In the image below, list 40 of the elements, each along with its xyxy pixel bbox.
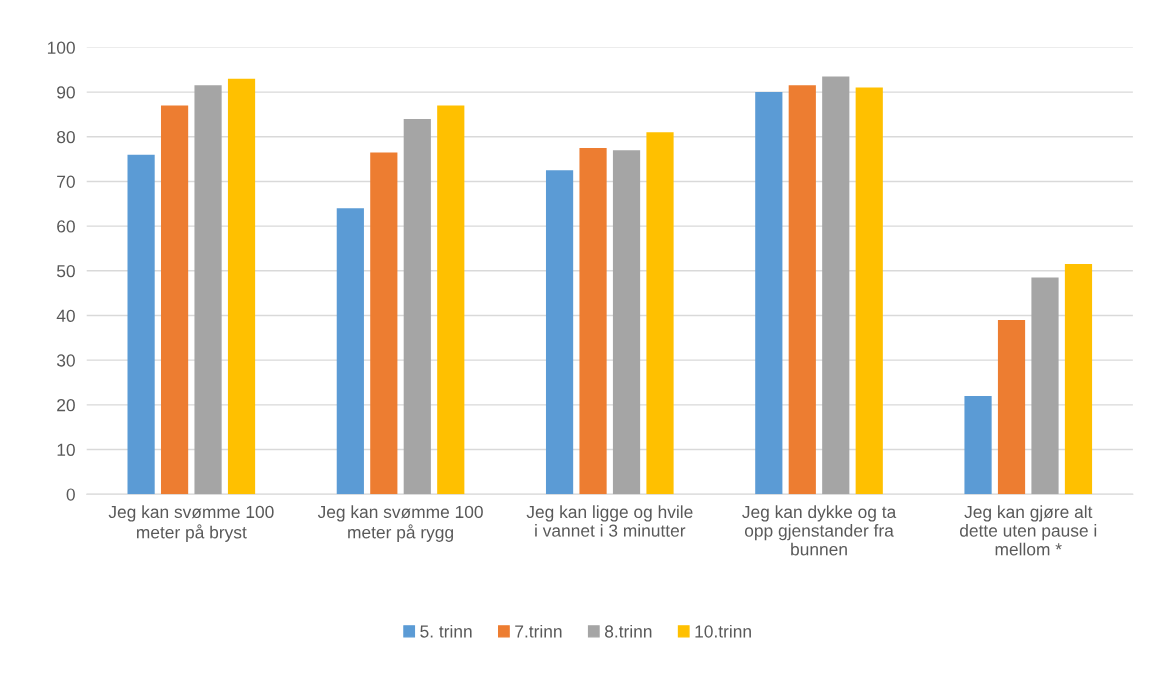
y-tick-label: 100 <box>47 41 75 54</box>
bar <box>227 78 256 495</box>
legend-label: 5. trinn <box>420 624 472 638</box>
x-tick-label: Jeg kan gjøre alt dette uten pause i mellom * <box>959 505 1097 556</box>
bar <box>545 170 574 495</box>
bar <box>127 154 155 495</box>
bar <box>1031 277 1059 495</box>
y-tick-label: 70 <box>57 175 75 188</box>
bar <box>612 150 641 495</box>
legend-label: 8.trinn <box>604 624 652 638</box>
x-tick-label: Jeg kan svømme 100 meter på rygg <box>317 505 483 542</box>
bar <box>1064 264 1093 495</box>
bar <box>579 147 607 495</box>
legend-label: 10.trinn <box>695 624 751 638</box>
bar <box>336 208 364 495</box>
y-tick-label: 50 <box>56 264 75 278</box>
bar <box>437 105 465 495</box>
y-tick-label: 0 <box>66 488 75 501</box>
bar <box>370 152 398 495</box>
y-tick-label: 90 <box>57 86 75 99</box>
x-tick-label: Jeg kan dykke og ta opp gjenstander fra bunnen <box>742 505 897 556</box>
bar <box>160 105 189 495</box>
y-tick-label: 80 <box>57 130 75 144</box>
y-tick-label: 40 <box>56 309 75 322</box>
y-tick-label: 20 <box>57 399 75 412</box>
bar <box>755 92 783 495</box>
y-tick-label: 30 <box>56 354 75 367</box>
bar <box>997 319 1026 495</box>
bar <box>194 85 222 495</box>
y-tick-label: 10 <box>57 443 75 456</box>
bar <box>964 395 992 495</box>
bar <box>403 118 431 495</box>
y-tick-label: 60 <box>57 220 75 233</box>
bar <box>788 85 816 495</box>
bar <box>646 132 674 495</box>
x-tick-label: Jeg kan svømme 100 meter på bryst <box>108 505 274 542</box>
bar <box>855 87 883 495</box>
x-tick-label: Jeg kan ligge og hvile i vannet i 3 minutter <box>526 505 693 537</box>
bar <box>822 76 850 495</box>
legend-label: 7.trinn <box>515 624 562 638</box>
